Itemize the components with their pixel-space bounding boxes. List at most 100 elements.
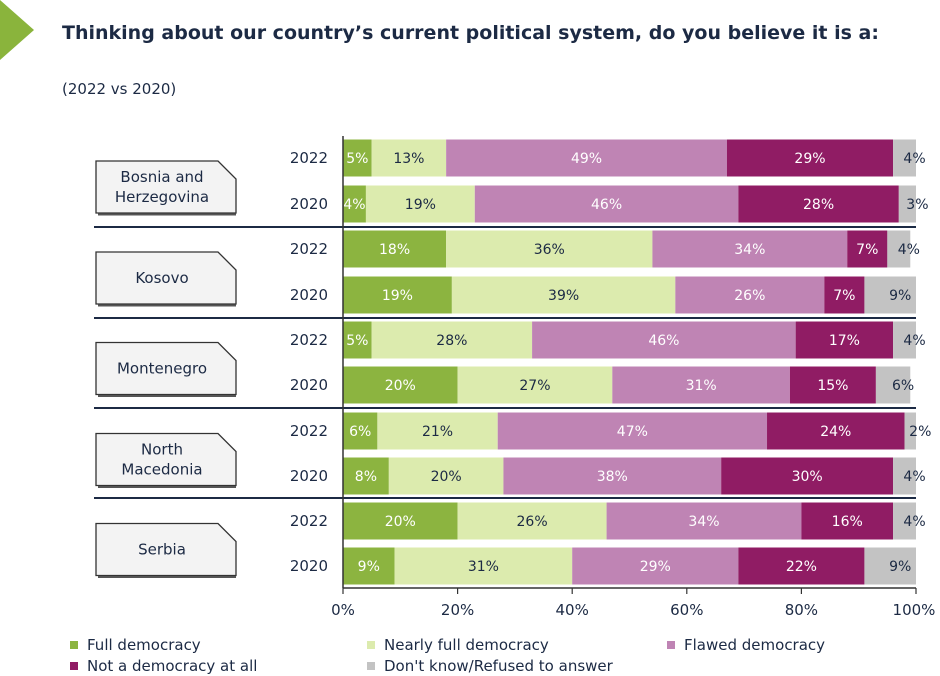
- legend-item: Full democracy: [70, 636, 201, 654]
- bar-data-label: 9%: [889, 288, 911, 304]
- bar-segment: [767, 412, 905, 450]
- bar-segment: [847, 230, 888, 268]
- bar-segment: [675, 276, 825, 314]
- bar-segment: [893, 321, 916, 359]
- bar-segment: [875, 366, 911, 404]
- country-label-box: [95, 432, 237, 487]
- bar-segment: [343, 276, 452, 314]
- bar-data-label: 22%: [786, 559, 817, 575]
- bar-data-label: 4%: [898, 242, 920, 258]
- bar-data-label: 34%: [688, 514, 719, 530]
- bar-segment: [532, 321, 796, 359]
- bar-segment: [606, 502, 802, 540]
- bar-data-label: 47%: [617, 424, 648, 440]
- bar-segment: [451, 276, 676, 314]
- bar-data-label: 28%: [436, 333, 467, 349]
- bar-data-label: 5%: [346, 151, 368, 167]
- year-label: 2020: [290, 376, 328, 394]
- legend-swatch: [367, 641, 375, 649]
- bar-segment: [343, 139, 372, 177]
- bar-segment: [343, 547, 395, 585]
- legend-item: Don't know/Refused to answer: [367, 657, 613, 675]
- bar-data-label: 38%: [597, 469, 628, 485]
- x-axis-tick-label: 0%: [331, 601, 355, 619]
- bar-segment: [343, 366, 458, 404]
- bar-segment: [726, 139, 894, 177]
- bar-data-label: 36%: [534, 242, 565, 258]
- year-label: 2020: [290, 557, 328, 575]
- bar-data-label: 16%: [832, 514, 863, 530]
- bar-data-label: 8%: [355, 469, 377, 485]
- bar-segment: [371, 139, 447, 177]
- bar-data-label: 34%: [734, 242, 765, 258]
- bar-data-label: 30%: [792, 469, 823, 485]
- bar-data-label: 31%: [468, 559, 499, 575]
- bar-segment: [893, 457, 916, 495]
- bar-data-label: 29%: [640, 559, 671, 575]
- bar-data-label: 27%: [519, 378, 550, 394]
- bar-segment: [446, 230, 653, 268]
- bar-segment: [343, 502, 458, 540]
- bar-segment: [343, 185, 366, 223]
- corner-accent-shape: [0, 0, 34, 60]
- bar-data-label: 5%: [346, 333, 368, 349]
- country-label-box: [95, 160, 237, 214]
- bar-data-label: 28%: [803, 197, 834, 213]
- country-label-text: Serbia: [138, 541, 186, 559]
- legend-item: Flawed democracy: [667, 636, 825, 654]
- bar-data-label: 19%: [382, 288, 413, 304]
- x-axis-tick-label: 40%: [556, 601, 589, 619]
- bar-segment: [652, 230, 848, 268]
- bar-data-label: 3%: [906, 197, 928, 213]
- bar-segment: [365, 185, 475, 223]
- legend-swatch: [367, 662, 375, 670]
- bar-data-label: 4%: [903, 514, 925, 530]
- bar-data-label: 29%: [794, 151, 825, 167]
- bar-segment: [738, 185, 899, 223]
- bar-segment: [864, 276, 916, 314]
- legend-swatch: [70, 641, 78, 649]
- bar-segment: [795, 321, 894, 359]
- bar-segment: [612, 366, 790, 404]
- year-label: 2022: [290, 240, 328, 258]
- year-label: 2022: [290, 512, 328, 530]
- bar-data-label: 15%: [817, 378, 848, 394]
- bar-segment: [343, 321, 372, 359]
- bar-segment: [388, 457, 504, 495]
- legend-label: Full democracy: [87, 636, 201, 654]
- bar-data-label: 20%: [385, 378, 416, 394]
- bar-data-label: 7%: [856, 242, 878, 258]
- bar-data-label: 4%: [903, 469, 925, 485]
- country-label-text: Bosnia and: [120, 168, 203, 186]
- bar-segment: [893, 502, 916, 540]
- stacked-bar-chart: Bosnia and Herzegovina 2022 5% 13% 49% 29% 4% 20…: [94, 136, 935, 619]
- bar-segment: [893, 139, 916, 177]
- bar-data-label: 21%: [422, 424, 453, 440]
- bar-data-label: 9%: [358, 559, 380, 575]
- bar-data-label: 19%: [405, 197, 436, 213]
- country-label-text: Montenegro: [117, 360, 207, 378]
- bar-data-label: 13%: [393, 151, 424, 167]
- bar-data-label: 4%: [903, 151, 925, 167]
- legend-label: Don't know/Refused to answer: [384, 657, 613, 675]
- legend-label: Not a democracy at all: [87, 657, 258, 675]
- bar-segment: [497, 412, 768, 450]
- page-subtitle: (2022 vs 2020): [62, 80, 177, 98]
- bar-segment: [721, 457, 894, 495]
- country-label-box: [95, 251, 237, 305]
- bar-segment: [457, 502, 607, 540]
- bar-data-label: 46%: [648, 333, 679, 349]
- bar-data-label: 20%: [431, 469, 462, 485]
- year-label: 2020: [290, 467, 328, 485]
- legend-item: Not a democracy at all: [70, 657, 257, 675]
- legend-swatch: [70, 662, 78, 670]
- bar-segment: [446, 139, 727, 177]
- bar-data-label: 31%: [686, 378, 717, 394]
- bar-segment: [343, 412, 378, 450]
- bar-data-label: 7%: [833, 288, 855, 304]
- bar-segment: [503, 457, 722, 495]
- bar-segment: [394, 547, 573, 585]
- bar-data-label: 24%: [820, 424, 851, 440]
- legend-swatch: [667, 641, 675, 649]
- bar-data-label: 39%: [548, 288, 579, 304]
